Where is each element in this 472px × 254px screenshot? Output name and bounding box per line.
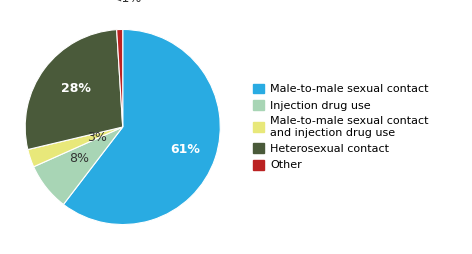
Legend: Male-to-male sexual contact, Injection drug use, Male-to-male sexual contact
and: Male-to-male sexual contact, Injection d… (253, 84, 429, 170)
Wedge shape (34, 127, 123, 204)
Wedge shape (117, 29, 123, 127)
Text: 28%: 28% (61, 82, 91, 95)
Text: 61%: 61% (170, 143, 200, 156)
Text: 3%: 3% (87, 131, 107, 144)
Text: <1%: <1% (111, 0, 142, 5)
Text: 8%: 8% (69, 152, 89, 165)
Wedge shape (28, 127, 123, 167)
Wedge shape (25, 30, 123, 150)
Wedge shape (63, 29, 220, 225)
